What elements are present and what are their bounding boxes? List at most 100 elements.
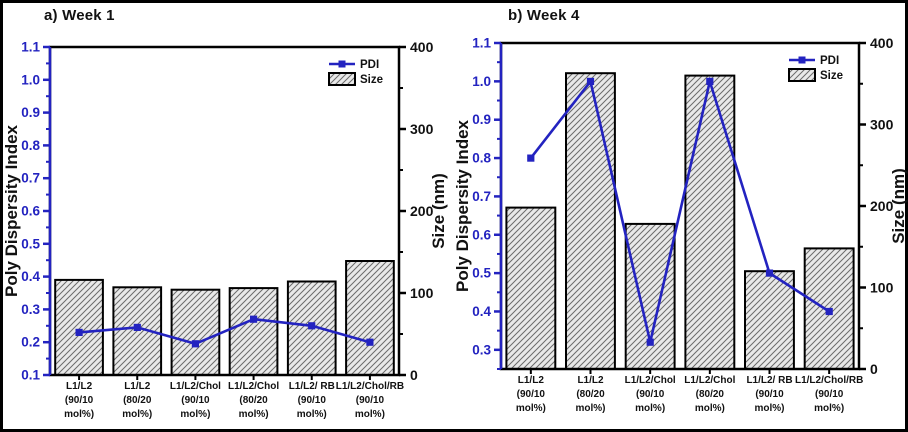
pdi-marker <box>825 307 833 316</box>
pdi-marker <box>706 77 714 85</box>
svg-text:400: 400 <box>870 35 894 51</box>
svg-text:L1/L2/Chol: L1/L2/Chol <box>170 381 221 392</box>
svg-text:mol%): mol%) <box>64 409 94 420</box>
svg-text:(80/20: (80/20 <box>239 395 268 406</box>
svg-text:1.1: 1.1 <box>21 40 40 55</box>
svg-text:mol%): mol%) <box>755 403 785 414</box>
svg-text:0.3: 0.3 <box>472 342 491 357</box>
svg-text:L1/L2: L1/L2 <box>124 381 151 392</box>
svg-text:(90/10: (90/10 <box>755 389 784 400</box>
svg-text:L1/L2/Chol/RB: L1/L2/Chol/RB <box>336 381 404 392</box>
svg-text:L1/L2/Chol: L1/L2/Chol <box>625 375 676 386</box>
size-bar <box>744 270 795 371</box>
legend: PDI Size <box>788 55 843 82</box>
svg-text:(90/10: (90/10 <box>356 395 385 406</box>
svg-text:0.8: 0.8 <box>21 138 40 153</box>
pdi-marker <box>308 322 316 330</box>
svg-text:(80/20: (80/20 <box>696 389 725 400</box>
svg-text:0.5: 0.5 <box>21 236 40 251</box>
pdi-marker <box>133 323 141 331</box>
pdi-line <box>529 76 830 343</box>
svg-text:0.9: 0.9 <box>472 112 491 127</box>
pdi-marker <box>765 269 774 277</box>
pdi-marker <box>191 340 199 348</box>
svg-text:300: 300 <box>410 121 434 137</box>
size-bar <box>228 287 279 377</box>
svg-text:0.4: 0.4 <box>472 304 491 319</box>
svg-text:0.2: 0.2 <box>21 335 40 350</box>
svg-text:mol%): mol%) <box>180 409 210 420</box>
svg-text:0.7: 0.7 <box>21 171 40 186</box>
svg-text:1.0: 1.0 <box>21 72 40 87</box>
svg-text:0: 0 <box>870 361 878 377</box>
svg-text:1.0: 1.0 <box>472 74 491 89</box>
pdi-marker <box>366 338 374 346</box>
right-axis-label: Size (nm) <box>429 173 448 249</box>
pdi-marker <box>250 315 258 323</box>
pdi-marker <box>527 154 535 162</box>
svg-text:L1/L2: L1/L2 <box>66 381 93 392</box>
svg-text:mol%): mol%) <box>122 409 152 420</box>
svg-text:1.1: 1.1 <box>472 36 491 51</box>
legend-pdi-marker <box>798 56 806 64</box>
right-axis-label: Size (nm) <box>889 168 908 244</box>
svg-text:400: 400 <box>410 39 434 55</box>
legend-pdi-label: PDI <box>360 59 379 71</box>
svg-text:0.6: 0.6 <box>21 204 40 219</box>
week1-chart: 0.1 0.2 0.3 0.4 0.5 0.6 0.7 0.8 0.9 1.0 1.1 0 100 200… <box>2 39 448 420</box>
svg-text:0.9: 0.9 <box>21 105 40 120</box>
svg-text:0.3: 0.3 <box>21 302 40 317</box>
legend-size-label: Size <box>360 74 383 86</box>
svg-text:0: 0 <box>410 367 418 383</box>
size-bar <box>54 278 104 376</box>
svg-text:mol%): mol%) <box>814 403 844 414</box>
size-bar <box>170 288 221 377</box>
svg-text:(90/10: (90/10 <box>65 395 94 406</box>
svg-text:0.8: 0.8 <box>472 151 491 166</box>
svg-text:mol%): mol%) <box>239 409 269 420</box>
panel-a-title: a) Week 1 <box>44 7 115 24</box>
svg-text:0.7: 0.7 <box>472 189 491 204</box>
pdi-marker <box>75 328 83 336</box>
svg-text:100: 100 <box>410 285 434 301</box>
svg-text:(90/10: (90/10 <box>636 389 665 400</box>
legend-pdi-label: PDI <box>820 55 839 67</box>
svg-text:300: 300 <box>870 117 894 133</box>
legend-size-swatch <box>788 68 816 82</box>
svg-text:(90/10: (90/10 <box>181 395 210 406</box>
svg-text:mol%): mol%) <box>355 409 385 420</box>
size-bar <box>505 206 557 370</box>
svg-text:L1/L2: L1/L2 <box>577 375 604 386</box>
size-bar <box>684 74 736 370</box>
pdi-marker <box>586 77 595 85</box>
svg-text:mol%): mol%) <box>297 409 327 420</box>
svg-text:mol%): mol%) <box>576 403 606 414</box>
svg-text:0.4: 0.4 <box>21 269 40 284</box>
svg-text:L1/L2/ RB: L1/L2/ RB <box>746 375 792 386</box>
svg-text:mol%): mol%) <box>635 403 665 414</box>
svg-text:L1/L2/Chol/RB: L1/L2/Chol/RB <box>795 375 863 386</box>
svg-text:200: 200 <box>410 203 434 219</box>
panel-b-title: b) Week 4 <box>508 7 580 24</box>
svg-text:L1/L2/ RB: L1/L2/ RB <box>289 381 335 392</box>
svg-text:0.1: 0.1 <box>21 368 40 383</box>
legend-pdi-marker <box>338 60 346 68</box>
week4-chart: 0.3 0.4 0.5 0.6 0.7 0.8 0.9 1.0 1.1 0 100 200 300 400… <box>454 35 908 414</box>
legend-size-swatch <box>328 72 356 86</box>
svg-text:(80/20: (80/20 <box>123 395 152 406</box>
size-bar <box>565 72 616 370</box>
svg-text:(90/10: (90/10 <box>815 389 844 400</box>
pdi-marker <box>646 338 654 346</box>
svg-text:200: 200 <box>870 198 894 214</box>
left-axis-label: Poly Dispersity Index <box>2 124 21 296</box>
size-bar <box>624 222 676 370</box>
svg-text:L1/L2: L1/L2 <box>518 375 545 386</box>
svg-text:mol%): mol%) <box>695 403 725 414</box>
svg-text:0.6: 0.6 <box>472 227 491 242</box>
svg-text:(80/20: (80/20 <box>576 389 605 400</box>
legend-size-label: Size <box>820 70 843 82</box>
svg-text:mol%): mol%) <box>516 403 546 414</box>
svg-text:L1/L2/Chol: L1/L2/Chol <box>684 375 735 386</box>
svg-text:(90/10: (90/10 <box>298 395 327 406</box>
